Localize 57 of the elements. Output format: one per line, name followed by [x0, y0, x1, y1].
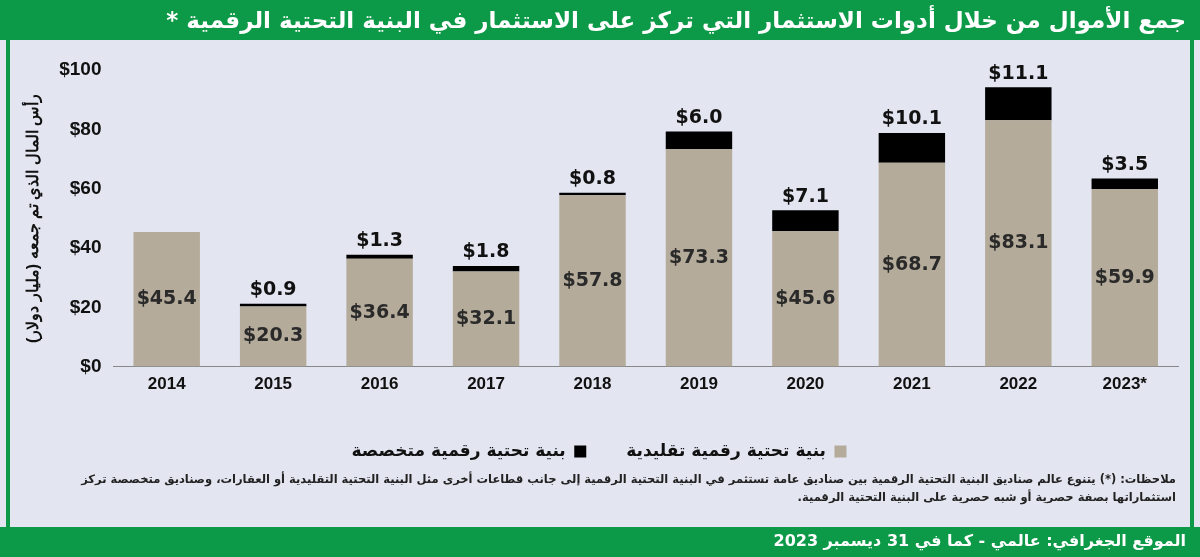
bar [772, 210, 839, 232]
data-label: $45.6 [775, 285, 836, 308]
x-tick-label: 2023* [1102, 374, 1148, 394]
data-label: $59.9 [1094, 264, 1155, 287]
data-label: $11.1 [988, 60, 1049, 83]
bar [878, 162, 946, 367]
legend-label: بنية تحتية رقمية متخصصة [351, 439, 566, 460]
data-label: $57.8 [562, 267, 623, 290]
bar [985, 87, 1052, 121]
data-label: $68.7 [881, 251, 942, 274]
bar [452, 271, 520, 367]
y-tick-label: $0 [80, 354, 102, 376]
data-label: $7.1 [781, 183, 829, 206]
x-tick-label: 2018 [573, 374, 612, 394]
x-tick-label: 2020 [786, 374, 825, 394]
y-tick-label: $80 [69, 117, 102, 139]
y-tick-label: $100 [59, 58, 102, 80]
bar [452, 266, 520, 272]
x-tick-label: 2014 [147, 374, 187, 394]
data-label: $20.3 [243, 323, 304, 346]
y-tick-label: $60 [69, 176, 102, 198]
text: ملاحظات: (*) يتنوع عالم صناديق البنية التحتية الرقمية بين صناديق عامة تستثمر في البنية التحتية الرقمية إلى جانب قطاعات أخرى مثل البنية التحتية التقليدية أو العقارات، وصناديق متخصصة تركز استثماراتها بصفة حصرية أو شبه حصرية على البنية التحتية الرقمية. [79, 470, 1177, 507]
x-tick-label: 2021 [892, 374, 931, 394]
legend-label: بنية تحتية رقمية تقليدية [626, 439, 826, 460]
data-label: $32.1 [456, 305, 517, 328]
data-label: $0.8 [569, 166, 616, 189]
data-label: $45.4 [136, 286, 197, 309]
x-tick-label: 2019 [680, 374, 718, 394]
data-label: $73.3 [668, 244, 730, 267]
bar [133, 231, 200, 367]
bar [665, 131, 733, 150]
bar [878, 132, 946, 163]
bar [1091, 178, 1158, 189]
data-label: $0.9 [249, 277, 297, 300]
x-tick-label: 2016 [360, 374, 399, 394]
text: الموقع الجغرافي: عالمي - كما في 31 ديسمبر 2023 [0, 527, 1200, 557]
bar [1091, 188, 1158, 367]
bar [346, 254, 413, 259]
data-label: $83.1 [988, 230, 1049, 253]
bar [665, 149, 733, 367]
data-label: $3.5 [1101, 151, 1149, 174]
data-label: $1.8 [462, 239, 510, 262]
bar [985, 120, 1052, 367]
chart-title: جمع الأموال من خلال أدوات الاستثمار التي تركز على الاستثمار في البنية التحتية الرقمية * [0, 0, 1200, 40]
data-label: $10.1 [881, 106, 942, 129]
y-tick-label: $40 [69, 236, 102, 258]
bar [346, 258, 413, 367]
y-axis-title: رأس المال الذي تم جمعه (مليار دولار) [21, 93, 44, 343]
x-tick-label: 2022 [999, 374, 1038, 394]
bar [772, 231, 839, 367]
y-tick-label: $20 [69, 295, 102, 317]
x-tick-label: 2015 [254, 374, 293, 394]
data-label: $6.0 [675, 104, 723, 127]
data-label: $36.4 [349, 299, 410, 322]
bar [559, 195, 626, 367]
x-tick-label: 2017 [467, 374, 505, 394]
data-label: $1.3 [356, 228, 404, 251]
